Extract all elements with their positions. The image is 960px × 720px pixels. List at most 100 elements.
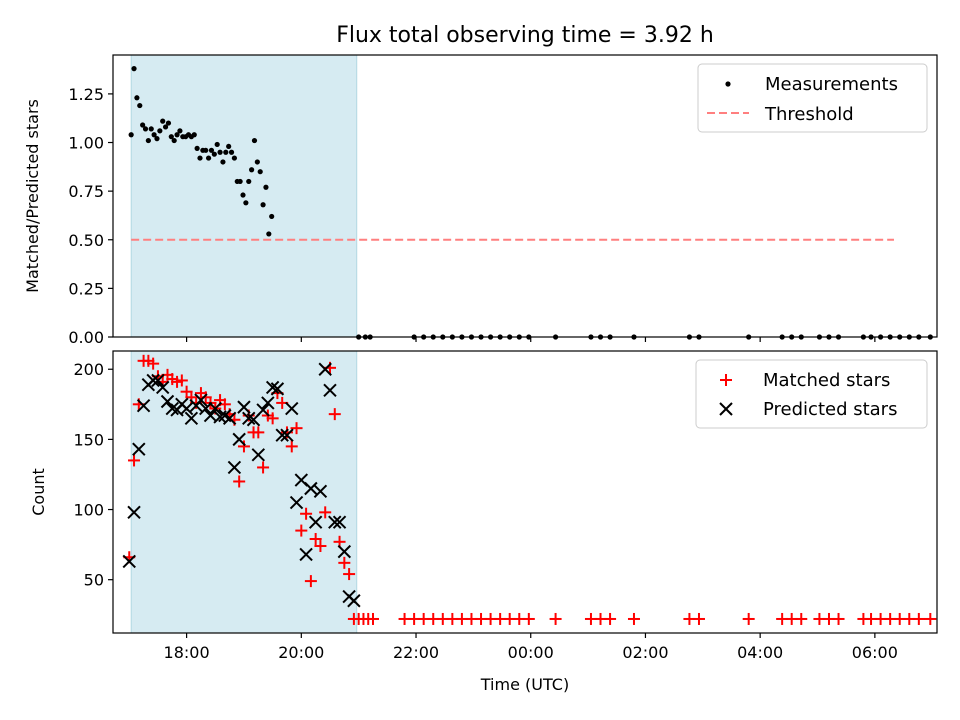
data-point: [367, 612, 380, 625]
y-tick-label: 1.25: [68, 85, 104, 104]
data-point: [179, 401, 194, 416]
data-point: [222, 411, 237, 426]
data-point: [175, 374, 188, 387]
data-point: [314, 540, 327, 553]
data-point: [251, 137, 258, 144]
top-legend-box: [697, 63, 928, 133]
data-point: [338, 556, 351, 569]
top-y-axis-label: Matched/Predicted stars: [23, 99, 42, 293]
legend-predicted-marker: [719, 402, 733, 416]
data-point: [522, 612, 535, 625]
data-point: [237, 178, 243, 185]
data-point: [208, 401, 222, 416]
data-point: [168, 134, 174, 140]
top-y-ticks: 0.00 0.25 0.50 0.75 1.00 1.25: [68, 85, 113, 347]
data-point: [832, 612, 845, 625]
data-point: [263, 184, 269, 190]
data-point: [692, 612, 705, 625]
top-legend: Measurements Threshold: [697, 63, 928, 133]
bottom-y-ticks: 50 100 150 200: [73, 360, 113, 590]
data-point: [257, 169, 263, 175]
series-predicted-stars: [122, 362, 361, 608]
data-point: [240, 192, 246, 198]
y-tick-label: 150: [73, 430, 104, 449]
data-point: [156, 380, 170, 395]
top-panel: 0.00 0.25 0.50 0.75 1.00 1.25 Matched/Predict…: [23, 54, 938, 347]
x-tick-label: 00:00: [508, 643, 554, 662]
legend-predicted-label: Predicted stars: [763, 399, 897, 420]
data-point: [912, 612, 925, 625]
data-point: [154, 136, 160, 142]
top-axes-frame: [112, 54, 938, 338]
top-series: [128, 66, 933, 340]
data-point: [265, 380, 280, 395]
data-point: [347, 594, 361, 608]
data-point: [319, 506, 332, 519]
y-tick-label: 0.50: [68, 231, 104, 250]
y-tick-label: 50: [84, 571, 104, 590]
data-point: [177, 128, 183, 134]
data-point: [243, 200, 249, 206]
data-point: [199, 401, 213, 416]
data-point: [318, 362, 332, 376]
data-point: [132, 442, 146, 456]
data-point: [280, 428, 294, 442]
data-point: [191, 132, 197, 138]
data-point: [148, 126, 154, 132]
data-point: [223, 149, 229, 155]
data-point: [304, 575, 317, 588]
data-point: [285, 440, 298, 453]
data-point: [231, 155, 238, 161]
data-point: [304, 481, 318, 496]
data-point: [165, 120, 172, 126]
data-point: [136, 399, 151, 413]
data-point: [226, 143, 232, 150]
data-point: [260, 202, 266, 208]
data-point: [197, 155, 203, 161]
x-tick-label: 04:00: [737, 643, 783, 662]
data-point: [251, 448, 266, 462]
data-point: [145, 137, 151, 144]
data-point: [328, 515, 342, 529]
data-point: [328, 408, 341, 421]
data-point: [242, 411, 256, 426]
data-point: [924, 612, 937, 625]
y-tick-label: 1.00: [68, 134, 104, 153]
data-point: [214, 141, 220, 148]
data-point: [184, 411, 199, 426]
bottom-series: [122, 354, 937, 625]
legend-measurements-marker: [725, 81, 731, 87]
x-axis-label: Time (UTC): [480, 675, 569, 694]
data-point: [128, 454, 141, 467]
data-point: [285, 401, 299, 416]
data-point: [134, 95, 140, 101]
data-point: [157, 128, 163, 134]
data-point: [295, 524, 308, 537]
x-tick-label: 06:00: [852, 643, 898, 662]
data-point: [795, 612, 808, 625]
data-point: [151, 132, 157, 138]
data-point: [323, 383, 337, 397]
data-point: [237, 440, 250, 453]
data-point: [217, 149, 223, 155]
data-point: [269, 213, 275, 220]
data-point: [174, 132, 180, 138]
data-point: [208, 147, 215, 153]
data-point: [151, 373, 165, 388]
data-point: [270, 382, 285, 396]
data-point: [299, 547, 313, 562]
data-point: [313, 484, 328, 499]
legend-matched-marker: [720, 374, 732, 386]
data-point: [290, 422, 303, 435]
data-point: [165, 401, 179, 416]
data-point: [266, 231, 272, 237]
y-tick-label: 100: [73, 501, 104, 520]
data-point: [332, 515, 347, 529]
data-point: [252, 426, 265, 439]
data-point: [146, 373, 160, 388]
bottom-panel: 50 100 150 200 18:00 20:00 22:00 00:00 02:00 04:…: [29, 350, 938, 694]
data-point: [228, 149, 235, 155]
data-point: [237, 400, 251, 414]
data-point: [309, 533, 322, 545]
